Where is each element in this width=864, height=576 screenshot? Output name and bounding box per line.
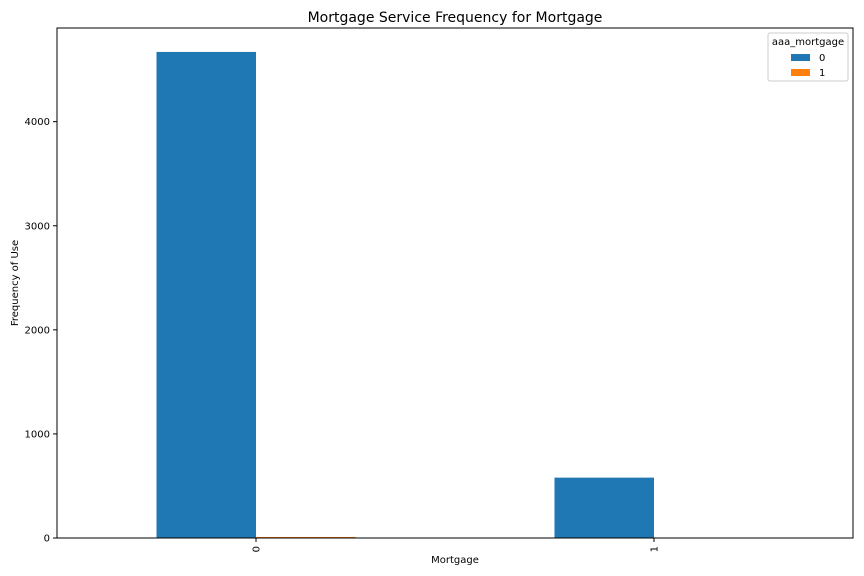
bars-layer — [156, 51, 654, 538]
x-tick-label: 1 — [650, 546, 661, 552]
y-tick-label: 4000 — [25, 117, 50, 128]
x-axis-label: Mortgage — [431, 555, 479, 566]
bar-cat0-series0 — [156, 51, 256, 538]
y-tick-label: 3000 — [25, 221, 50, 232]
legend-swatch-0 — [791, 54, 810, 61]
legend-label-0: 0 — [819, 53, 825, 64]
legend: aaa_mortgage 0 1 — [767, 32, 849, 82]
y-axis: 0 1000 2000 3000 4000 — [25, 117, 57, 545]
legend-swatch-1 — [791, 69, 810, 76]
y-tick-label: 1000 — [25, 429, 50, 440]
bar-cat0-series1 — [256, 536, 356, 538]
y-tick-label: 0 — [44, 534, 50, 545]
y-tick-label: 2000 — [25, 325, 50, 336]
bar-cat1-series0 — [554, 477, 654, 538]
plot-frame — [56, 27, 854, 539]
chart-title: Mortgage Service Frequency for Mortgage — [308, 10, 603, 26]
legend-label-1: 1 — [819, 68, 825, 79]
x-tick-label: 0 — [252, 546, 263, 552]
y-axis-label: Frequency of Use — [10, 240, 21, 326]
legend-title: aaa_mortgage — [772, 37, 844, 48]
